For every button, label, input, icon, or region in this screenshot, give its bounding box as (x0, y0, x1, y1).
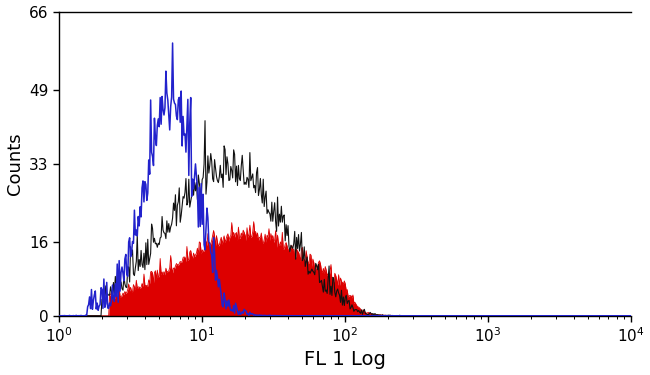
Y-axis label: Counts: Counts (6, 132, 23, 195)
X-axis label: FL 1 Log: FL 1 Log (304, 351, 385, 369)
